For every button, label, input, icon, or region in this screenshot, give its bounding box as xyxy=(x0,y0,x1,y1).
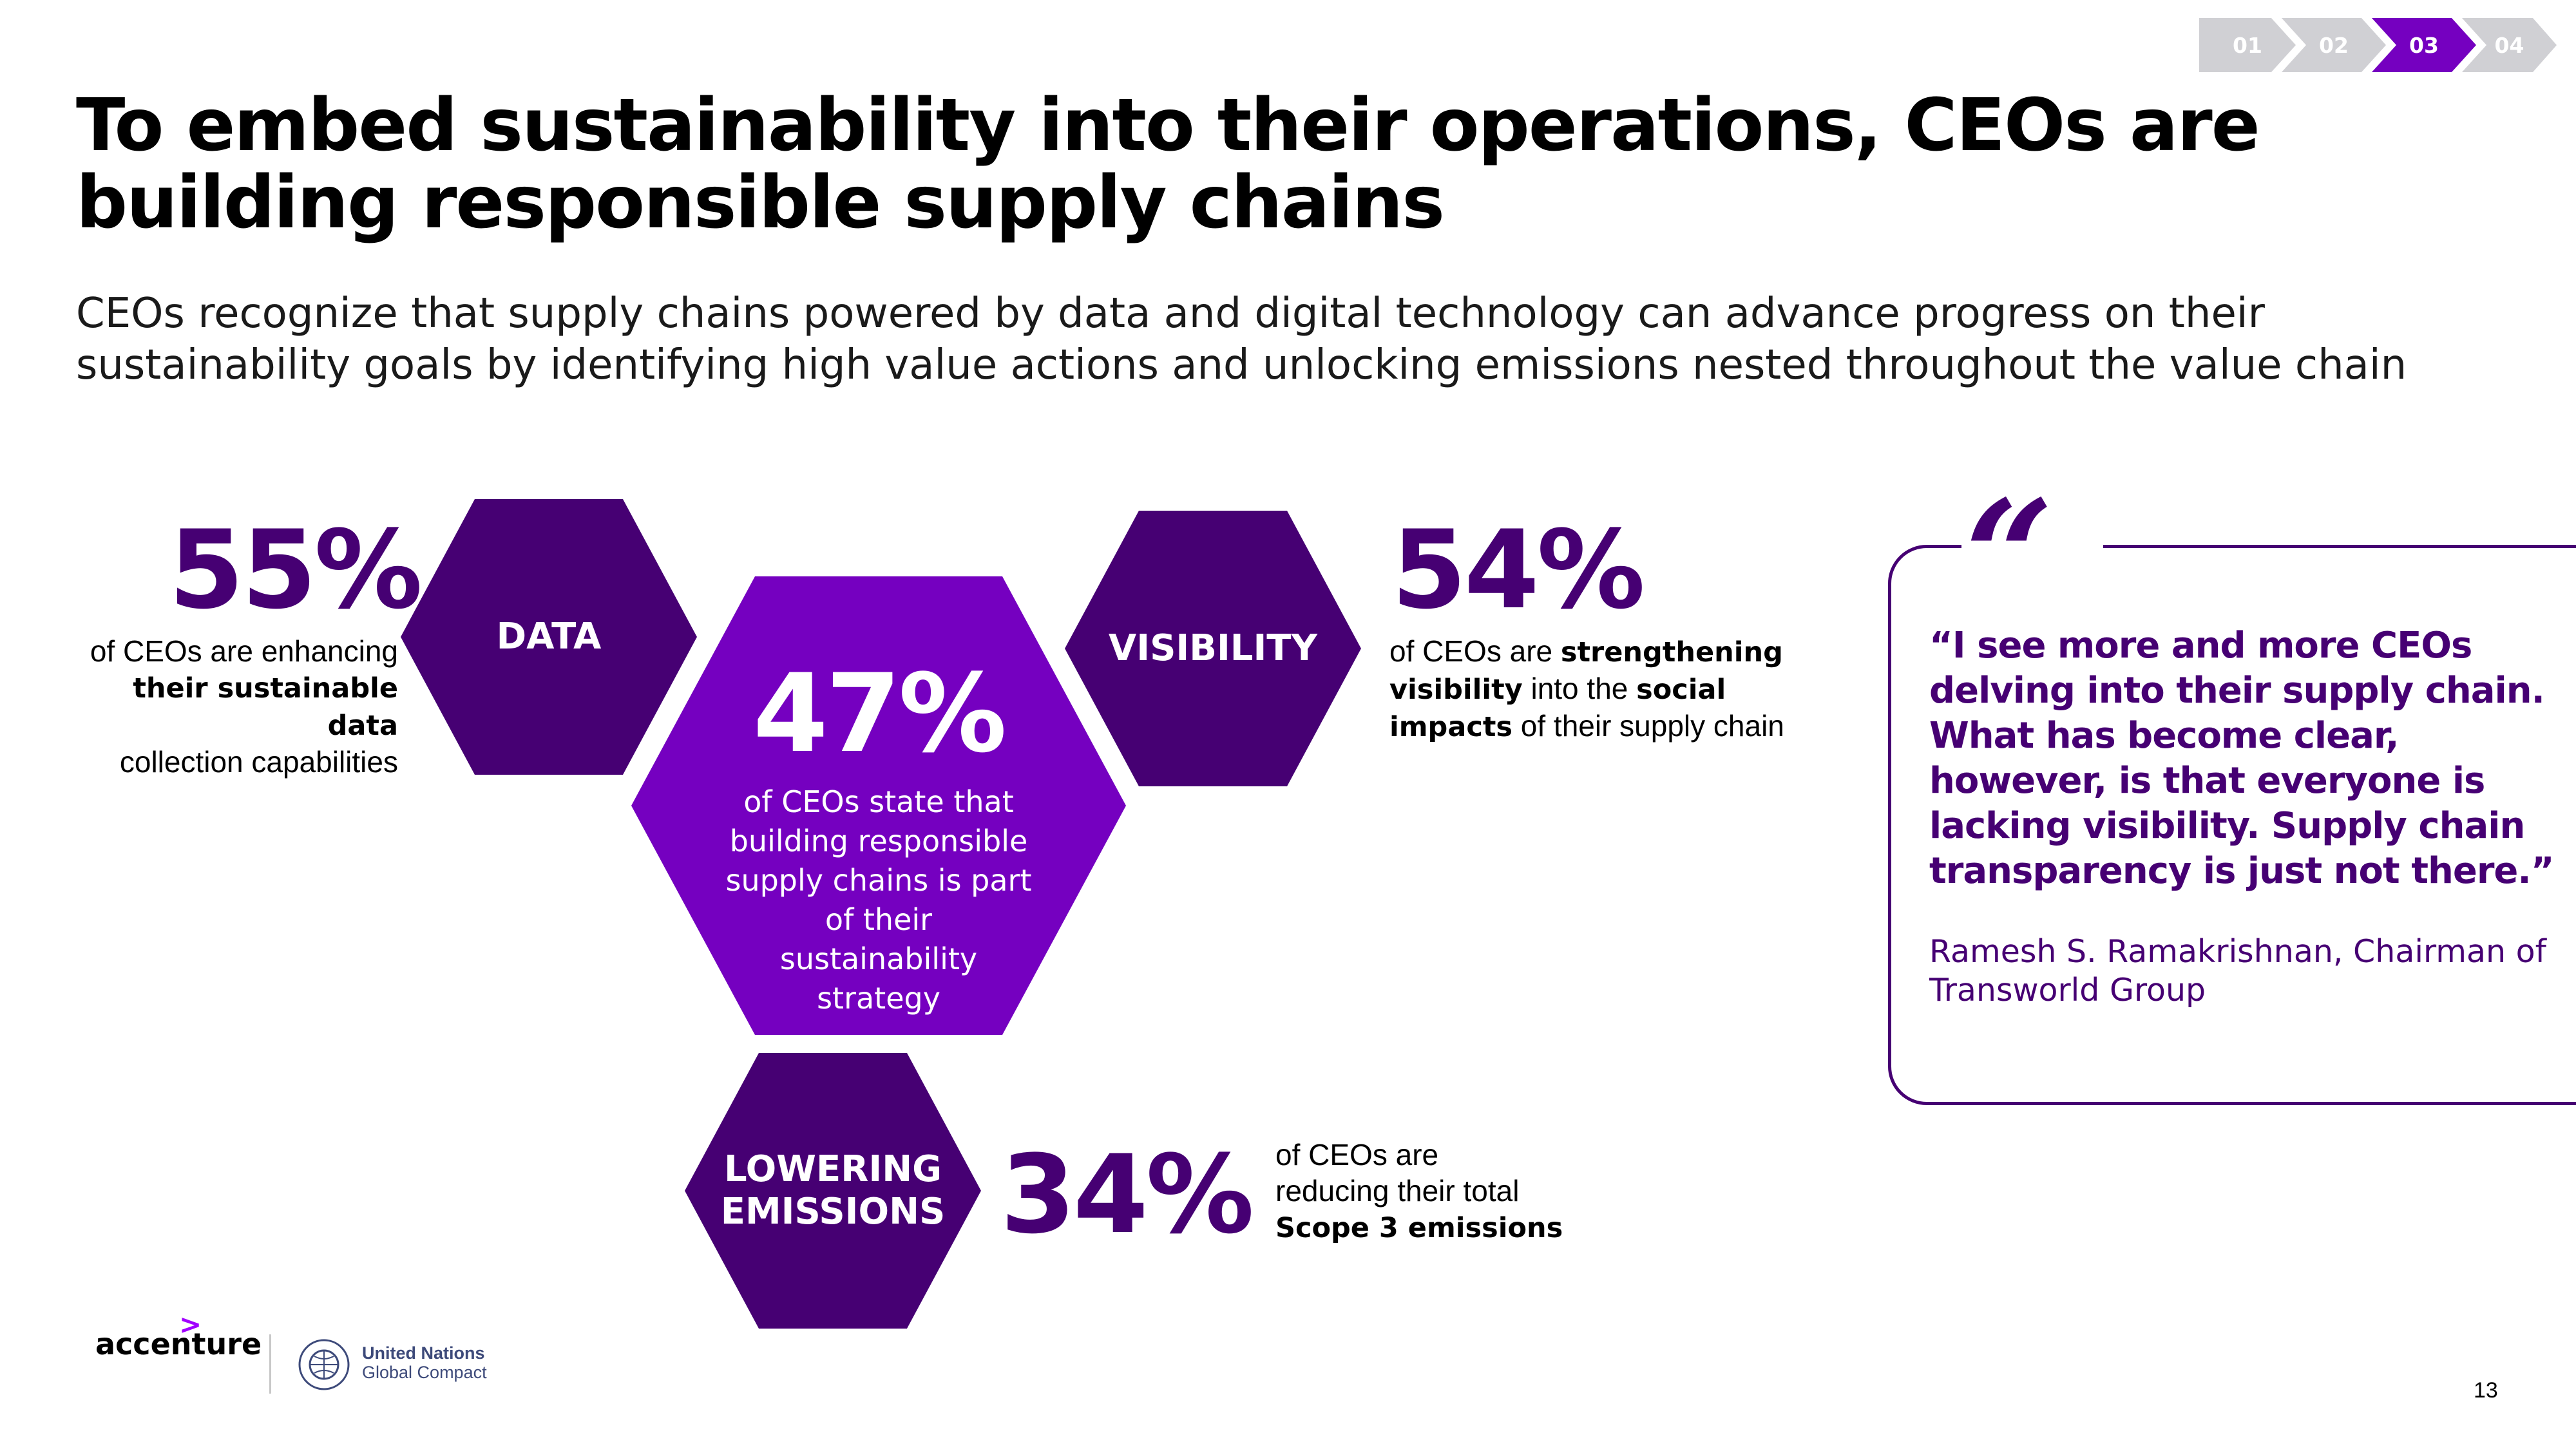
step-01[interactable]: 01 xyxy=(2199,18,2296,72)
visibility-hexagon-label: VISIBILITY xyxy=(1108,627,1318,669)
visibility-stat-text: of CEOs are strengthening visibility int… xyxy=(1389,633,1789,745)
step-02[interactable]: 02 xyxy=(2282,18,2386,72)
un-line2: Global Compact xyxy=(362,1363,487,1382)
un-global-compact-label: United Nations Global Compact xyxy=(362,1343,487,1382)
accenture-wordmark: accenture xyxy=(95,1327,262,1361)
emissions-stat-text: of CEOs are reducing their total Scope 3… xyxy=(1275,1137,1636,1246)
center-hexagon: 47% of CEOs state that building responsi… xyxy=(631,576,1126,1035)
visibility-bold-1: strengthening xyxy=(1560,636,1783,668)
data-hexagon-label: DATA xyxy=(496,616,602,658)
step-04[interactable]: 04 xyxy=(2462,18,2557,72)
visibility-text-2: into the xyxy=(1522,672,1637,705)
visibility-bold-2: visibility xyxy=(1389,674,1523,706)
visibility-hexagon: VISIBILITY xyxy=(1065,511,1361,786)
logo-divider xyxy=(269,1334,271,1394)
page-subtitle: CEOs recognize that supply chains powere… xyxy=(76,290,2407,389)
emissions-text-2: reducing their total xyxy=(1275,1174,1520,1208)
center-stat-text: of CEOs state that building responsible … xyxy=(725,784,1032,1016)
visibility-text-1: of CEOs are xyxy=(1389,634,1561,668)
page-title: To embed sustainability into their opera… xyxy=(76,84,2260,245)
quote-box-gap xyxy=(1961,528,2103,567)
visibility-text-3: of their supply chain xyxy=(1512,709,1784,743)
lowering-emissions-hexagon: LOWERING EMISSIONS xyxy=(685,1053,981,1329)
data-stat-pre: of CEOs are enhancing xyxy=(90,634,398,668)
center-stat-value: 47% xyxy=(752,650,1007,777)
un-line1: United Nations xyxy=(362,1343,485,1363)
data-stat-bold: their sustainable data xyxy=(133,672,398,742)
accenture-chevron-icon: > xyxy=(179,1309,202,1340)
emissions-text-1: of CEOs are xyxy=(1275,1138,1439,1171)
lowering-label-line1: LOWERING xyxy=(723,1148,942,1190)
emissions-bold: Scope 3 emissions xyxy=(1275,1212,1563,1244)
data-stat-post: collection capabilities xyxy=(119,745,398,779)
quote-attribution: Ramesh S. Ramakrishnan, Chairman of Tran… xyxy=(1929,933,2546,1009)
data-stat-value: 55% xyxy=(169,507,423,633)
lowering-label-line2: EMISSIONS xyxy=(720,1191,946,1233)
accenture-logo: > accenture xyxy=(95,1309,262,1361)
quote-mark-icon: “ xyxy=(1965,466,2054,648)
visibility-stat-value: 54% xyxy=(1391,507,1645,633)
page-number: 13 xyxy=(2474,1378,2498,1403)
emissions-stat-value: 34% xyxy=(1000,1132,1254,1258)
data-stat-text: of CEOs are enhancing their sustainable … xyxy=(64,633,398,780)
step-navigation: 01 02 03 04 xyxy=(2199,18,2557,72)
quote-text: “I see more and more CEOs delving into t… xyxy=(1929,625,2555,892)
data-hexagon: DATA xyxy=(401,499,697,775)
visibility-bold-3: social xyxy=(1636,674,1726,706)
un-global-compact-emblem-icon xyxy=(298,1339,350,1390)
quote-box xyxy=(1888,545,2576,1105)
visibility-bold-4: impacts xyxy=(1389,711,1512,743)
step-03-active[interactable]: 03 xyxy=(2372,18,2476,72)
